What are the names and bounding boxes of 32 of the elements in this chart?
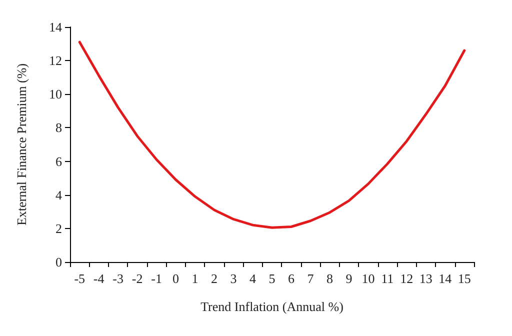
- y-tick-label: 0: [56, 254, 62, 270]
- line-series: [78, 40, 466, 229]
- x-tick-label: -1: [151, 271, 162, 286]
- x-tick-label: -2: [132, 271, 143, 286]
- y-tick-label: 2: [56, 220, 62, 236]
- x-tick-label: 6: [288, 271, 295, 286]
- x-tick-label: 11: [381, 271, 394, 286]
- x-tick-label: 12: [400, 271, 414, 286]
- y-tick-label: 6: [56, 154, 62, 169]
- y-tick-label: 8: [56, 120, 62, 136]
- x-tick-label: 7: [307, 271, 314, 286]
- x-tick-label: -5: [74, 271, 86, 286]
- x-tick-label: 1: [192, 271, 198, 286]
- x-tick-label: 3: [230, 271, 237, 286]
- y-tick-label: 14: [49, 20, 62, 34]
- x-tick-label: -3: [112, 271, 124, 286]
- x-tick-label: 15: [458, 271, 471, 286]
- x-axis-title: Trend Inflation (Annual %): [200, 299, 344, 314]
- y-tick-label: 10: [49, 86, 62, 102]
- x-tick-label: 10: [362, 271, 375, 286]
- x-tick-label: 0: [172, 271, 180, 286]
- x-tick-label: 14: [438, 271, 452, 286]
- y-tick-label: 12: [49, 53, 62, 68]
- x-tick-label: 5: [268, 271, 276, 286]
- y-axis-title: External Finance Premium (%): [14, 63, 29, 226]
- x-tick-label: 2: [211, 271, 218, 286]
- x-tick-label: 8: [326, 271, 333, 286]
- x-tick-label: -4: [93, 271, 105, 286]
- x-tick-label: 13: [419, 271, 432, 286]
- x-tick-label: 4: [250, 271, 257, 286]
- x-tick-label: 9: [346, 271, 352, 286]
- y-tick-label: 4: [56, 187, 62, 202]
